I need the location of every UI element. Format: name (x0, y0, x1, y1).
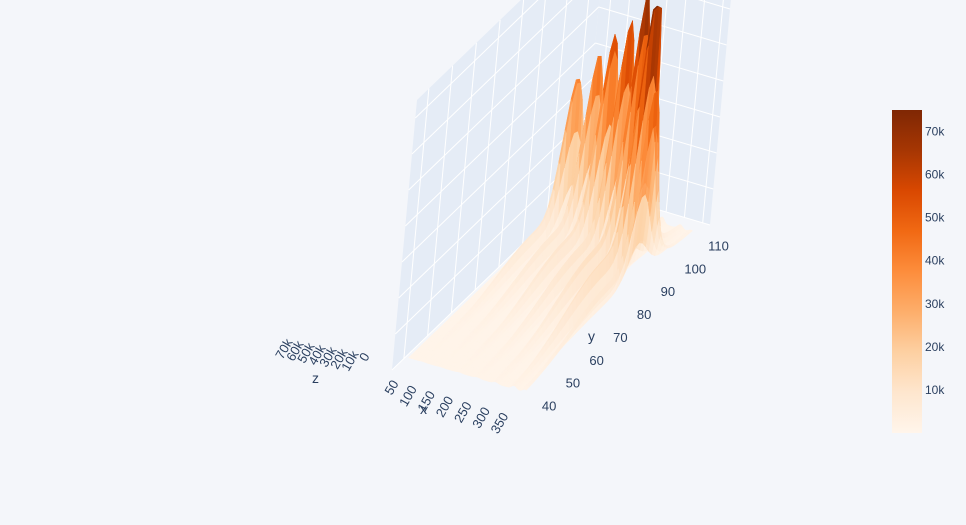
colorbar-tick-label: 70k (925, 125, 945, 139)
surface-patch (524, 384, 531, 391)
y-tick-label: 100 (684, 261, 706, 276)
grid-line (598, 6, 727, 46)
grid-line (683, 0, 706, 218)
grid-line (450, 42, 477, 313)
y-tick-label: 50 (566, 376, 580, 391)
y-tick-label: 90 (661, 284, 675, 299)
colorbar-tick-label: 20k (925, 340, 945, 354)
z-axis-title: z (312, 370, 319, 386)
grid-line (404, 42, 596, 227)
colorbar-tick-label: 60k (925, 168, 945, 182)
grid-line (427, 65, 454, 336)
grid-line (401, 78, 593, 263)
x-tick-label: 50 (381, 377, 401, 397)
colorbar-tick-label: 40k (925, 254, 945, 268)
colorbar-gradient (892, 110, 922, 433)
grid-line (403, 88, 430, 359)
grid-line (394, 150, 586, 335)
grid-line (498, 0, 525, 268)
x-axis-title: x (420, 401, 427, 417)
colorbar: 10k 20k 30k 40k 50k 60k 70k (892, 110, 945, 433)
grid-line (522, 0, 546, 245)
y-tick-label: 70 (613, 330, 627, 345)
grid-line (545, 0, 568, 222)
y-axis-title: y (588, 328, 595, 344)
grid-line (474, 19, 501, 290)
grid-line (398, 114, 590, 299)
colorbar-tick-label: 50k (925, 211, 945, 225)
y-tick-label: 80 (637, 307, 651, 322)
grid-line (665, 0, 687, 213)
colorbar-tick-label: 30k (925, 297, 945, 311)
colorbar-tick-label: 10k (925, 383, 945, 397)
grid-line (408, 6, 600, 191)
grid-line (414, 0, 539, 119)
y-tick-label: 110 (708, 238, 729, 253)
grid-line (411, 0, 573, 155)
back-wall (392, 0, 600, 370)
y-tick-label: 40 (542, 399, 556, 414)
surface-layer (408, 0, 693, 391)
y-tick-label: 60 (589, 353, 603, 368)
grid-line (697, 0, 731, 10)
grid-line (702, 0, 724, 223)
